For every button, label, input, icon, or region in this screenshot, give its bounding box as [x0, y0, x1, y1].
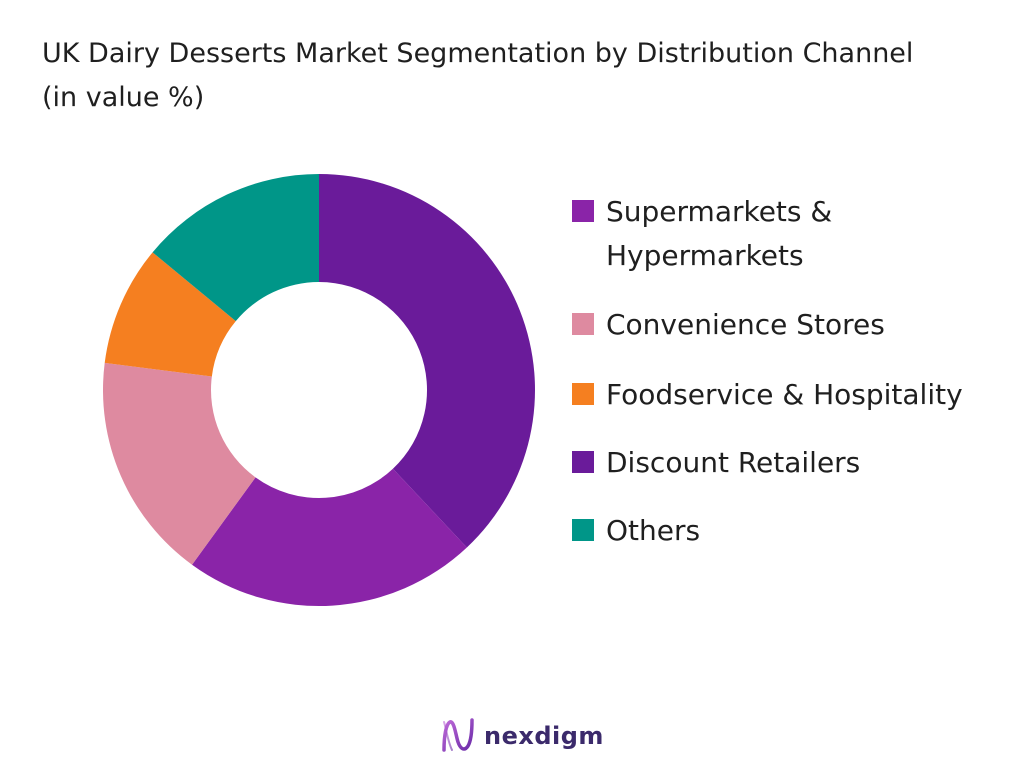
donut-slices [103, 174, 535, 606]
donut-slice-supermarkets-hypermarkets [192, 468, 467, 606]
legend-item: Foodservice & Hospitality [572, 373, 1024, 417]
donut-slice-discount-retailers [319, 174, 535, 548]
legend-label: Discount Retailers [606, 446, 861, 479]
chart-title: UK Dairy Desserts Market Segmentation by… [42, 38, 914, 113]
legend: Supermarkets & Hypermarkets Convenience S… [572, 190, 1024, 578]
legend-label: Foodservice & Hospitality [606, 378, 963, 411]
legend-item: Others [572, 509, 1024, 553]
legend-item: Supermarkets & Hypermarkets [572, 190, 1024, 278]
legend-item: Discount Retailers [572, 441, 1024, 485]
legend-item: Convenience Stores [572, 303, 1024, 347]
legend-swatch [572, 200, 594, 222]
legend-swatch [572, 313, 594, 335]
legend-label: Supermarkets & Hypermarkets [606, 195, 833, 272]
legend-label: Others [606, 514, 701, 547]
nexdigm-logo-icon [442, 718, 474, 752]
nexdigm-logo-text: nexdigm [484, 722, 604, 750]
legend-label: Convenience Stores [606, 308, 885, 341]
legend-swatch [572, 451, 594, 473]
donut-slice-convenience-stores [103, 362, 256, 565]
legend-swatch [572, 383, 594, 405]
legend-swatch [572, 519, 594, 541]
donut-slice-foodservice-hospitality [104, 252, 236, 377]
donut-slice-others [152, 174, 319, 322]
nexdigm-logo: nexdigm [440, 716, 604, 756]
